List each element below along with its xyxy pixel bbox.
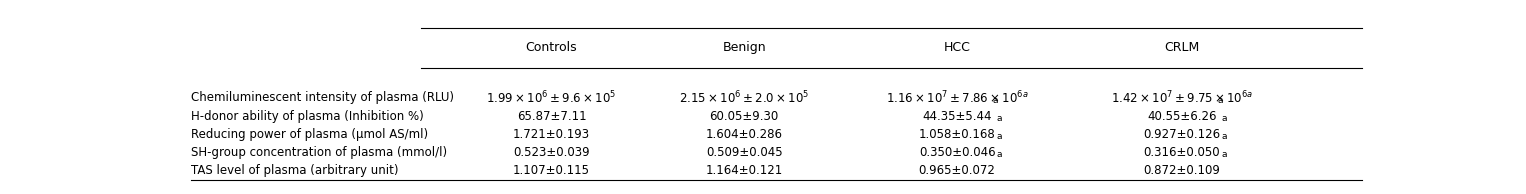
Text: 65.87±7.11: 65.87±7.11 (517, 110, 586, 123)
Text: CRLM: CRLM (1164, 41, 1199, 54)
Text: Reducing power of plasma (μmol AS/ml): Reducing power of plasma (μmol AS/ml) (191, 128, 427, 141)
Text: $1.42\times10^{7}\pm9.75\times10^{6a}$: $1.42\times10^{7}\pm9.75\times10^{6a}$ (1111, 90, 1253, 106)
Text: a: a (996, 132, 1003, 141)
Text: $1.16\times10^{7}\pm7.86\times10^{6a}$: $1.16\times10^{7}\pm7.86\times10^{6a}$ (885, 90, 1029, 106)
Text: a: a (1218, 96, 1222, 105)
Text: a: a (1221, 132, 1227, 141)
Text: 1.058±0.168: 1.058±0.168 (919, 128, 995, 141)
Text: 0.523±0.039: 0.523±0.039 (513, 146, 589, 159)
Text: 0.872±0.109: 0.872±0.109 (1143, 164, 1221, 177)
Text: 0.927±0.126: 0.927±0.126 (1143, 128, 1221, 141)
Text: 1.721±0.193: 1.721±0.193 (513, 128, 591, 141)
Text: TAS level of plasma (arbitrary unit): TAS level of plasma (arbitrary unit) (191, 164, 398, 177)
Text: H-donor ability of plasma (Inhibition %): H-donor ability of plasma (Inhibition %) (191, 110, 424, 123)
Text: a: a (1221, 150, 1227, 159)
Text: a: a (996, 150, 1003, 159)
Text: $1.99\times10^{6}\pm9.6\times10^{5}$: $1.99\times10^{6}\pm9.6\times10^{5}$ (487, 90, 617, 106)
Text: 0.965±0.072: 0.965±0.072 (919, 164, 995, 177)
Text: 0.350±0.046: 0.350±0.046 (919, 146, 995, 159)
Text: Chemiluminescent intensity of plasma (RLU): Chemiluminescent intensity of plasma (RL… (191, 91, 453, 105)
Text: a: a (1221, 114, 1227, 123)
Text: 0.509±0.045: 0.509±0.045 (707, 146, 783, 159)
Text: 1.164±0.121: 1.164±0.121 (705, 164, 783, 177)
Text: 40.55±6.26: 40.55±6.26 (1148, 110, 1216, 123)
Text: 60.05±9.30: 60.05±9.30 (710, 110, 778, 123)
Text: Benign: Benign (722, 41, 766, 54)
Text: Controls: Controls (525, 41, 577, 54)
Text: $2.15\times10^{6}\pm2.0\times10^{5}$: $2.15\times10^{6}\pm2.0\times10^{5}$ (679, 90, 809, 106)
Text: a: a (996, 114, 1003, 123)
Text: 1.107±0.115: 1.107±0.115 (513, 164, 591, 177)
Text: 0.316±0.050: 0.316±0.050 (1143, 146, 1221, 159)
Text: SH-group concentration of plasma (mmol/l): SH-group concentration of plasma (mmol/l… (191, 146, 447, 159)
Text: 1.604±0.286: 1.604±0.286 (705, 128, 783, 141)
Text: HCC: HCC (943, 41, 971, 54)
Text: a: a (993, 96, 998, 105)
Text: 44.35±5.44: 44.35±5.44 (922, 110, 992, 123)
